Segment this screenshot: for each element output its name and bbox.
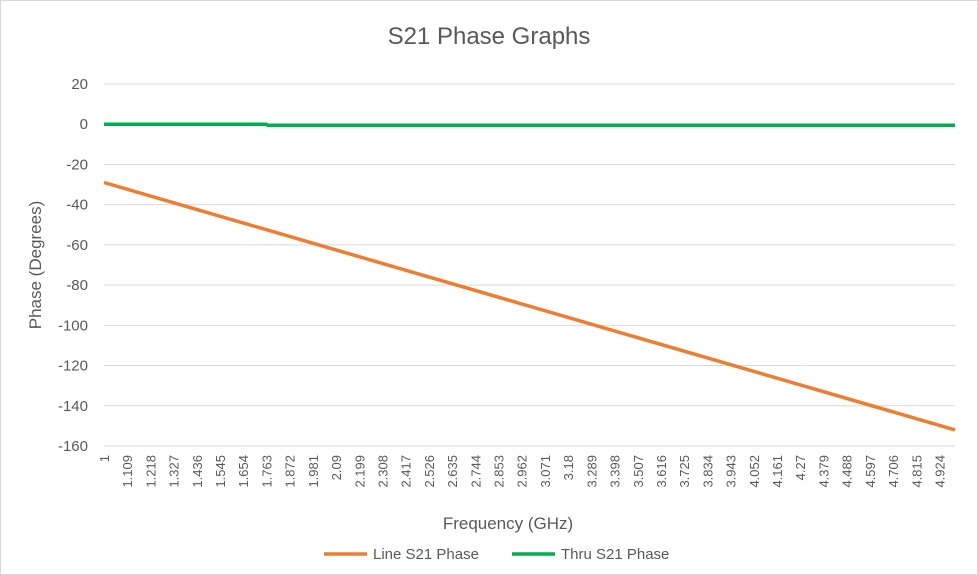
chart-title: S21 Phase Graphs (388, 23, 591, 50)
series-line-1 (104, 122, 955, 127)
x-axis-label: Frequency (GHz) (443, 514, 573, 533)
x-tick-label: 3.18 (561, 455, 576, 480)
x-tick-label: 3.834 (700, 455, 715, 488)
x-tick-label: 2.199 (352, 455, 367, 488)
x-tick-label: 1.218 (143, 455, 158, 488)
y-tick-label: -20 (66, 156, 88, 173)
x-tick-label: 3.507 (631, 455, 646, 488)
x-tick-label: 1.872 (283, 455, 298, 488)
x-tick-label: 2.744 (468, 455, 483, 488)
y-tick-label: 20 (71, 76, 88, 93)
x-tick-label: 2.853 (492, 455, 507, 488)
y-tick-label: -100 (58, 317, 88, 334)
x-tick-label: 2.09 (329, 455, 344, 480)
y-tick-label: -120 (58, 358, 88, 375)
x-tick-label: 2.308 (375, 455, 390, 488)
x-tick-label: 1.545 (213, 455, 228, 488)
x-tick-label: 1.436 (190, 455, 205, 488)
x-tick-label: 3.071 (538, 455, 553, 488)
x-tick-label: 1 (97, 455, 112, 462)
y-tick-label: -80 (66, 277, 88, 294)
y-tick-label: 0 (80, 116, 88, 133)
series-lines (103, 122, 956, 432)
x-tick-label: 4.27 (793, 455, 808, 480)
y-tick-label: -40 (66, 197, 88, 214)
x-tick-label: 1.763 (259, 455, 274, 488)
x-tick-label: 4.597 (863, 455, 878, 488)
x-tick-labels: 1 1.109 1.218 1.327 1.436 1.545 1.654 1.763 1.87… (97, 455, 947, 488)
x-tick-label: 4.379 (816, 455, 831, 488)
x-tick-label: 3.943 (724, 455, 739, 488)
x-tick-label: 4.052 (747, 455, 762, 488)
x-tick-label: 1.981 (306, 455, 321, 488)
x-tick-label: 3.725 (677, 455, 692, 488)
legend: Line S21 Phase Thru S21 Phase (324, 546, 669, 563)
x-tick-label: 4.924 (932, 455, 947, 488)
y-tick-labels: 20 0 -20 -40 -60 -80 -100 -120 -140 -160 (58, 76, 88, 455)
x-tick-label: 1.327 (167, 455, 182, 488)
x-tick-label: 3.289 (584, 455, 599, 488)
x-tick-label: 3.616 (654, 455, 669, 488)
legend-label-1: Thru S21 Phase (561, 546, 669, 563)
x-tick-label: 4.706 (886, 455, 901, 488)
x-tick-label: 2.635 (445, 455, 460, 488)
legend-label-0: Line S21 Phase (373, 546, 479, 563)
y-tick-label: -140 (58, 398, 88, 415)
y-axis-label: Phase (Degrees) (26, 201, 45, 330)
x-tick-label: 2.526 (422, 455, 437, 488)
x-tick-label: 2.962 (515, 455, 530, 488)
y-tick-label: -160 (58, 438, 88, 455)
x-tick-label: 4.161 (770, 455, 785, 488)
x-tick-label: 1.109 (120, 455, 135, 488)
x-tick-label: 1.654 (236, 455, 251, 488)
x-tick-label: 4.815 (909, 455, 924, 488)
x-tick-label: 2.417 (399, 455, 414, 488)
y-tick-label: -60 (66, 237, 88, 254)
x-tick-label: 4.488 (840, 455, 855, 488)
x-tick-label: 3.398 (608, 455, 623, 488)
series-line-0 (103, 180, 956, 432)
